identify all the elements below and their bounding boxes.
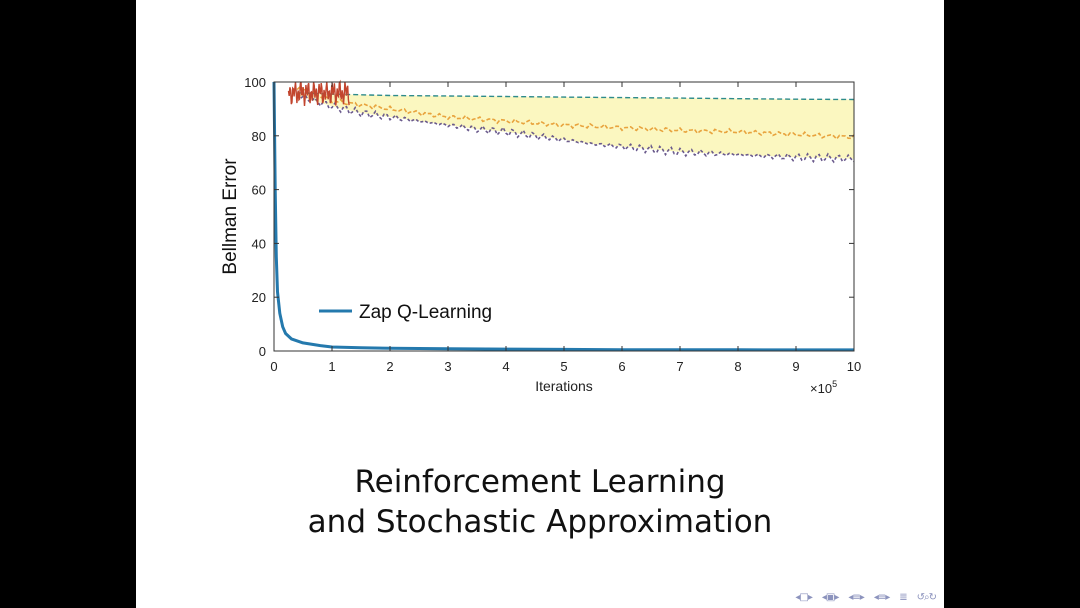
nav-prev-frame-icon[interactable]: ◂□▸ xyxy=(795,591,812,603)
y-tick-label: 60 xyxy=(252,183,266,198)
y-axis-label: Bellman Error xyxy=(220,158,241,275)
x-axis-label: Iterations xyxy=(535,378,593,394)
x-tick-label: 7 xyxy=(676,359,683,374)
legend-label-zap: Zap Q-Learning xyxy=(359,302,492,323)
y-tick-label: 80 xyxy=(252,129,266,144)
legend: Zap Q-Learning xyxy=(319,302,492,323)
y-tick-label: 0 xyxy=(259,344,266,359)
series-early-transient xyxy=(287,79,350,107)
slide-title-line-1: Reinforcement Learning xyxy=(354,464,726,500)
y-tick-label: 100 xyxy=(244,75,266,90)
y-tick-label: 20 xyxy=(252,290,266,305)
series-lower-bound xyxy=(296,94,855,164)
nav-search-icon[interactable]: ↺⌕↻ xyxy=(916,591,937,603)
y-tick-label: 40 xyxy=(252,236,266,251)
nav-prev-subsection-icon[interactable]: ◂▣▸ xyxy=(821,591,839,603)
x-tick-label: 9 xyxy=(792,359,799,374)
x-tick-label: 3 xyxy=(444,359,451,374)
nav-prev-section-icon[interactable]: ◂≡▸ xyxy=(848,591,864,603)
series-mean xyxy=(296,85,855,141)
x-tick-label: 1 xyxy=(328,359,335,374)
x-tick-label: 4 xyxy=(502,359,509,374)
x-tick-label: 5 xyxy=(560,359,567,374)
x-tick-label: 8 xyxy=(734,359,741,374)
x-axis-multiplier-exponent: 5 xyxy=(832,379,837,389)
series-upper-bound xyxy=(297,92,855,101)
x-tick-label: 2 xyxy=(386,359,393,374)
slide-title: Reinforcement Learning and Stochastic Ap… xyxy=(136,462,944,542)
slide: 0 1 2 3 4 5 6 7 8 9 10 0 20 40 60 80 100 Bellman Error I… xyxy=(136,0,944,608)
nav-prev-slide-icon[interactable]: ◂≡▸ xyxy=(873,591,890,603)
nav-align-icon[interactable]: ≣ xyxy=(899,591,907,603)
beamer-navigation-bar: ◂□▸ ◂▣▸ ◂≡▸ ◂≡▸ ≣ ↺⌕↻ xyxy=(795,590,937,604)
x-axis-multiplier: ×105 xyxy=(810,379,837,396)
x-tick-label: 0 xyxy=(270,359,277,374)
slide-title-line-2: and Stochastic Approximation xyxy=(307,504,773,540)
x-tick-label: 10 xyxy=(847,359,861,374)
x-tick-label: 6 xyxy=(618,359,625,374)
